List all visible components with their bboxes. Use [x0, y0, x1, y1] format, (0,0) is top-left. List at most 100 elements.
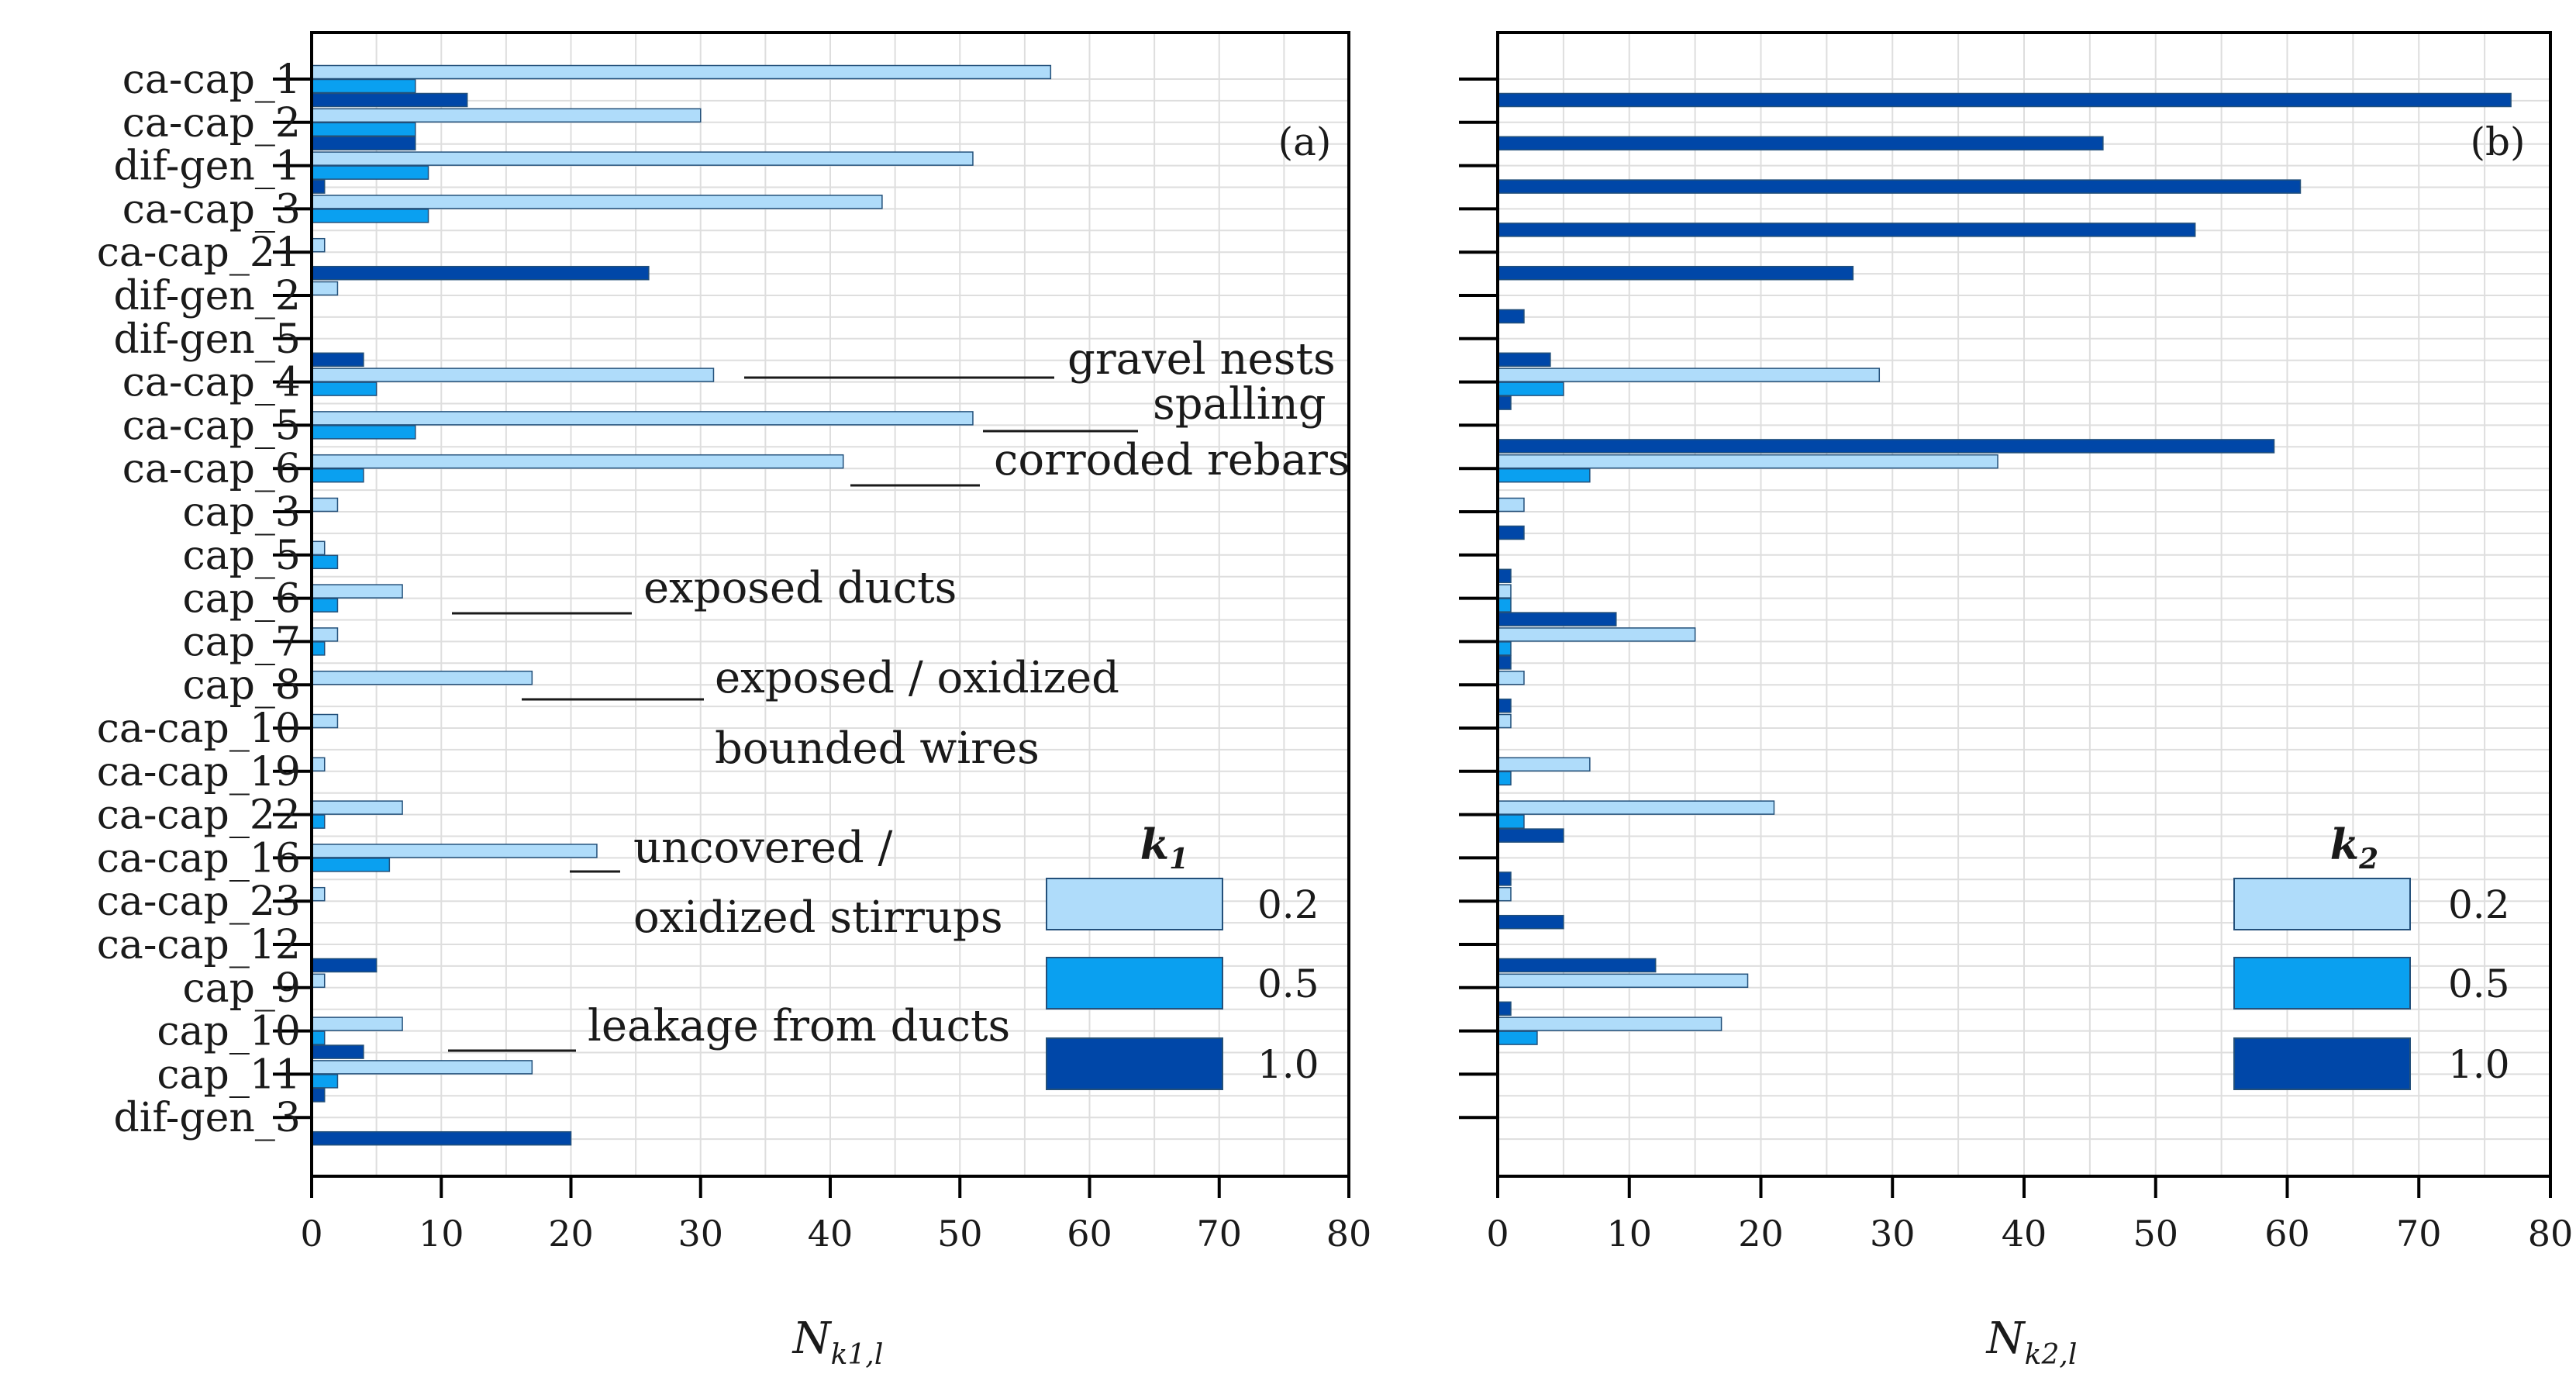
bar-1_0-dif-gen_1 — [1497, 179, 2302, 194]
x-axis-title-sub: k1,l — [831, 1339, 884, 1371]
legend-label-1_0: 1.0 — [2448, 1042, 2510, 1087]
legend-swatch-0_2 — [1046, 878, 1223, 930]
legend-swatch-0_2 — [2233, 878, 2411, 930]
bar-0_2-cap_7 — [311, 627, 339, 642]
bar-0_2-cap_10 — [1497, 1016, 1723, 1031]
x-tick-label: 70 — [2396, 1213, 2442, 1255]
bars — [1497, 92, 2512, 1045]
legend-label-0_5: 0.5 — [1257, 961, 1319, 1006]
bar-0_2-ca-cap_6 — [1497, 454, 1998, 469]
bar-0_5-ca-cap_4 — [1497, 381, 1564, 396]
panel-a: ca-cap_1ca-cap_2dif-gen_1ca-cap_3ca-cap_… — [97, 31, 1372, 1371]
bar-0_5-cap_10 — [311, 1030, 326, 1045]
category-label: cap_9 — [183, 965, 302, 1012]
bar-1_0-ca-cap_12 — [1497, 958, 1657, 973]
bar-0_2-ca-cap_6 — [311, 454, 844, 469]
category-label: dif-gen_1 — [113, 143, 301, 190]
legend-title: k1 — [1140, 820, 1188, 875]
bar-0_2-ca-cap_16 — [311, 844, 598, 858]
bar-1_0-dif-gen_2 — [1497, 309, 1525, 324]
bar-0_5-dif-gen_1 — [311, 165, 429, 180]
bar-0_5-cap_7 — [1497, 641, 1512, 656]
category-label: cap_3 — [183, 489, 302, 536]
bar-1_0-cap_7 — [1497, 655, 1512, 670]
bar-1_0-ca-cap_21 — [311, 265, 650, 281]
bar-1_0-cap_8 — [1497, 698, 1512, 713]
bar-0_2-ca-cap_23 — [311, 886, 326, 902]
bar-0_2-cap_3 — [311, 497, 339, 513]
legend-label-0_2: 0.2 — [1257, 882, 1319, 927]
bar-0_2-ca-cap_19 — [311, 757, 326, 772]
bar-1_0-dif-gen_5 — [1497, 352, 1551, 368]
x-tick-label: 40 — [808, 1213, 853, 1255]
bar-1_0-cap_5 — [1497, 568, 1512, 584]
x-axis-title-main: N — [1985, 1313, 2026, 1364]
category-label: cap_7 — [183, 619, 302, 665]
category-label: ca-cap_21 — [97, 230, 301, 276]
bar-0_2-cap_8 — [311, 670, 533, 685]
category-label: cap_5 — [183, 533, 302, 579]
x-tick-label: 0 — [300, 1213, 322, 1255]
bar-1_0-dif-gen_3 — [311, 1130, 572, 1146]
bar-0_5-ca-cap_2 — [311, 122, 416, 137]
legend-label-1_0: 1.0 — [1257, 1042, 1319, 1087]
bar-0_2-ca-cap_4 — [1497, 368, 1881, 382]
x-tick-label: 0 — [1486, 1213, 1509, 1255]
bar-0_2-ca-cap_19 — [1497, 757, 1591, 772]
legend: k1 0.2 0.5 1.0 — [1046, 820, 1319, 1090]
x-tick-label: 30 — [678, 1213, 723, 1255]
legend-title-main: k — [1140, 820, 1169, 869]
x-tick-label: 80 — [1326, 1213, 1372, 1255]
bar-0_5-cap_5 — [311, 554, 339, 570]
legend-title-sub: 2 — [2358, 843, 2378, 875]
x-tick-label: 50 — [937, 1213, 983, 1255]
bar-1_0-ca-cap_4 — [1497, 395, 1512, 410]
bar-0_5-cap_10 — [1497, 1030, 1538, 1045]
bar-0_2-cap_11 — [311, 1060, 533, 1075]
bar-0_2-cap_7 — [1497, 627, 1696, 642]
category-label: cap_10 — [157, 1009, 301, 1055]
x-tick-label: 70 — [1196, 1213, 1242, 1255]
bar-0_5-cap_6 — [311, 598, 339, 613]
bar-0_2-ca-cap_3 — [311, 195, 883, 209]
legend-swatch-1_0 — [2233, 1037, 2411, 1090]
bar-0_2-ca-cap_4 — [311, 368, 715, 382]
x-tick-label: 40 — [2002, 1213, 2047, 1255]
bar-1_0-ca-cap_3 — [1497, 223, 2196, 237]
category-label: ca-cap_22 — [97, 792, 301, 839]
bar-1_0-ca-cap_12 — [311, 958, 378, 973]
annotation-label: leakage from ducts — [588, 1001, 1010, 1051]
bar-1_0-ca-cap_21 — [1497, 265, 1854, 281]
x-tick-label: 30 — [1870, 1213, 1916, 1255]
x-tick-label: 80 — [2528, 1213, 2574, 1255]
bar-1_0-ca-cap_22 — [1497, 828, 1564, 843]
category-label: ca-cap_5 — [122, 402, 301, 449]
bar-0_2-cap_9 — [1497, 973, 1749, 989]
legend-title-main: k — [2330, 820, 2359, 869]
bar-0_2-cap_5 — [311, 540, 326, 556]
bar-1_0-dif-gen_5 — [311, 352, 364, 368]
annotation-label: spalling — [1153, 379, 1326, 430]
x-tick-label: 60 — [1067, 1213, 1112, 1255]
category-label: cap_6 — [183, 576, 302, 623]
legend: k2 0.2 0.5 1.0 — [2233, 820, 2510, 1090]
annotation-label: gravel nests — [1067, 334, 1336, 385]
bar-0_5-ca-cap_19 — [1497, 771, 1512, 786]
x-axis-title: Nk2,l — [1985, 1313, 2078, 1371]
bar-0_2-cap_6 — [1497, 584, 1512, 599]
legend-swatch-0_5 — [1046, 957, 1223, 1010]
bar-0_2-ca-cap_22 — [1497, 800, 1775, 815]
category-label: ca-cap_19 — [97, 749, 301, 796]
x-axis-title: Nk1,l — [791, 1313, 884, 1371]
x-axis-title-sub: k2,l — [2025, 1339, 2078, 1371]
legend-title-sub: 1 — [1169, 843, 1188, 875]
bar-0_2-ca-cap_21 — [311, 237, 326, 253]
annotation-label: corroded rebars — [994, 435, 1350, 485]
bar-1_0-ca-cap_16 — [1497, 872, 1512, 886]
grid — [1497, 33, 2551, 1176]
bar-1_0-cap_11 — [311, 1088, 326, 1103]
category-label: ca-cap_6 — [122, 446, 301, 492]
x-tick-label: 10 — [419, 1213, 464, 1255]
bar-1_0-cap_6 — [1497, 612, 1617, 626]
